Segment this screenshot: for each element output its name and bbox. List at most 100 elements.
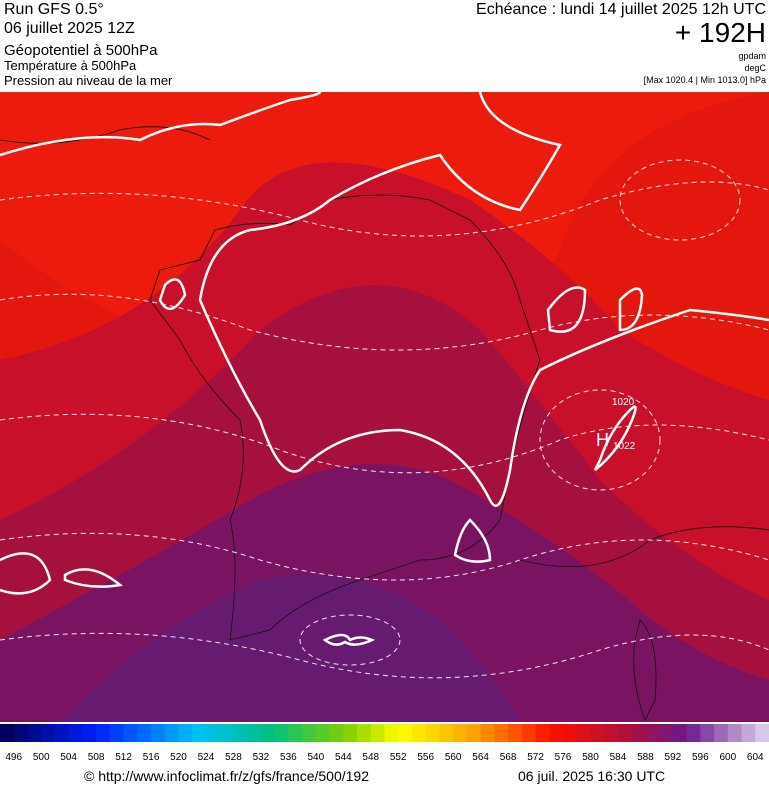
colorbar-swatch — [96, 724, 111, 742]
colorbar-swatch — [274, 724, 289, 742]
colorbar-label: 552 — [390, 752, 407, 763]
colorbar-swatch — [563, 724, 578, 742]
colorbar-swatch — [549, 724, 564, 742]
colorbar-label: 524 — [198, 752, 215, 763]
colorbar-swatch — [645, 724, 660, 742]
colorbar-swatch — [672, 724, 688, 742]
colorbar-label: 508 — [88, 752, 105, 763]
colorbar-swatch — [41, 724, 56, 742]
colorbar-swatch — [329, 724, 344, 742]
colorbar-swatch — [755, 724, 769, 742]
field-subtitle: Pression au niveau de la mer — [4, 73, 173, 88]
colorbar-label: 588 — [637, 752, 654, 763]
generated-time: 06 juil. 2025 16:30 UTC — [518, 768, 665, 784]
unit: gpdam — [738, 51, 766, 61]
colorbar-label: 592 — [665, 752, 682, 763]
colorbar-swatch — [164, 724, 180, 742]
colorbar-label: 532 — [253, 752, 270, 763]
colorbar-swatch — [398, 724, 413, 742]
colorbar-label: 548 — [362, 752, 379, 763]
run-date: 06 juillet 2025 12Z — [4, 20, 135, 37]
colorbar-label: 560 — [445, 752, 462, 763]
colorbar: 496 500 504 508 512 516 520 524 528 532 536 540 544 5… — [0, 724, 769, 763]
colorbar-swatch — [617, 724, 633, 742]
colorbar-label: 540 — [307, 752, 324, 763]
colorbar-swatch — [700, 724, 715, 742]
colorbar-swatch — [384, 724, 399, 742]
colorbar-swatch — [357, 724, 372, 742]
colorbar-swatch — [370, 724, 385, 742]
colorbar-swatch — [82, 724, 97, 742]
unit: degC — [744, 63, 766, 73]
colorbar-label: 596 — [692, 752, 709, 763]
colorbar-swatch — [68, 724, 83, 742]
colorbar-label: 500 — [33, 752, 50, 763]
colorbar-swatch — [686, 724, 701, 742]
colorbar-swatch — [604, 724, 619, 742]
colorbar-swatch — [109, 724, 125, 742]
colorbar-label: 572 — [527, 752, 544, 763]
colorbar-swatch — [178, 724, 193, 742]
colorbar-swatch — [315, 724, 331, 742]
colorbar-swatch — [54, 724, 70, 742]
colorbar-swatch — [576, 724, 591, 742]
colorbar-swatch — [439, 724, 454, 742]
colorbar-label: 576 — [555, 752, 572, 763]
colorbar-swatch — [453, 724, 468, 742]
lead-time: + 192H — [675, 17, 766, 48]
colorbar-swatch — [192, 724, 207, 742]
colorbar-swatch — [411, 724, 427, 742]
isobar-label: 1022 — [613, 441, 636, 452]
source-url: © http://www.infoclimat.fr/z/gfs/france/… — [84, 768, 369, 784]
colorbar-label: 604 — [747, 752, 764, 763]
colorbar-label: 584 — [610, 752, 627, 763]
colorbar-swatch — [508, 724, 523, 742]
colorbar-swatch — [219, 724, 234, 742]
isobar-label: 1020 — [612, 397, 635, 408]
colorbar-label: 520 — [170, 752, 187, 763]
colorbar-swatch — [741, 724, 756, 742]
colorbar-swatch — [480, 724, 495, 742]
colorbar-swatch — [0, 724, 15, 742]
colorbar-swatch — [123, 724, 138, 742]
colorbar-swatch — [659, 724, 674, 742]
field-subtitle: Température à 500hPa — [4, 58, 137, 73]
colorbar-label: 512 — [115, 752, 132, 763]
colorbar-swatch — [590, 724, 605, 742]
colorbar-label: 556 — [417, 752, 434, 763]
colorbar-swatch — [727, 724, 743, 742]
colorbar-swatch — [535, 724, 550, 742]
colorbar-swatch — [714, 724, 729, 742]
colorbar-swatch — [494, 724, 509, 742]
colorbar-label: 580 — [582, 752, 599, 763]
valid-time: Echéance : lundi 14 juillet 2025 12h UTC — [476, 1, 766, 18]
colorbar-swatch — [260, 724, 276, 742]
run-title: Run GFS 0.5° — [4, 1, 104, 18]
colorbar-swatch — [302, 724, 317, 742]
pressure-range: [Max 1020.4 | Min 1013.0] hPa — [644, 75, 766, 85]
colorbar-swatch — [247, 724, 262, 742]
colorbar-swatch — [466, 724, 482, 742]
colorbar-swatch — [137, 724, 152, 742]
map: 1020 H 1022 — [0, 92, 769, 722]
colorbar-swatch — [631, 724, 646, 742]
colorbar-swatch — [343, 724, 358, 742]
colorbar-label: 564 — [472, 752, 489, 763]
colorbar-label: 568 — [500, 752, 517, 763]
high-pressure-marker: H — [596, 430, 609, 450]
colorbar-swatch — [521, 724, 537, 742]
colorbar-swatch — [27, 724, 42, 742]
colorbar-swatch — [288, 724, 303, 742]
field-title: Géopotentiel à 500hPa — [4, 42, 158, 59]
colorbar-label: 544 — [335, 752, 352, 763]
colorbar-label: 528 — [225, 752, 242, 763]
colorbar-label: 536 — [280, 752, 297, 763]
colorbar-label: 600 — [719, 752, 736, 763]
colorbar-swatch — [13, 724, 28, 742]
colorbar-label: 516 — [143, 752, 160, 763]
colorbar-swatch — [205, 724, 221, 742]
colorbar-swatch — [151, 724, 166, 742]
colorbar-swatch — [425, 724, 440, 742]
colorbar-label: 496 — [5, 752, 22, 763]
